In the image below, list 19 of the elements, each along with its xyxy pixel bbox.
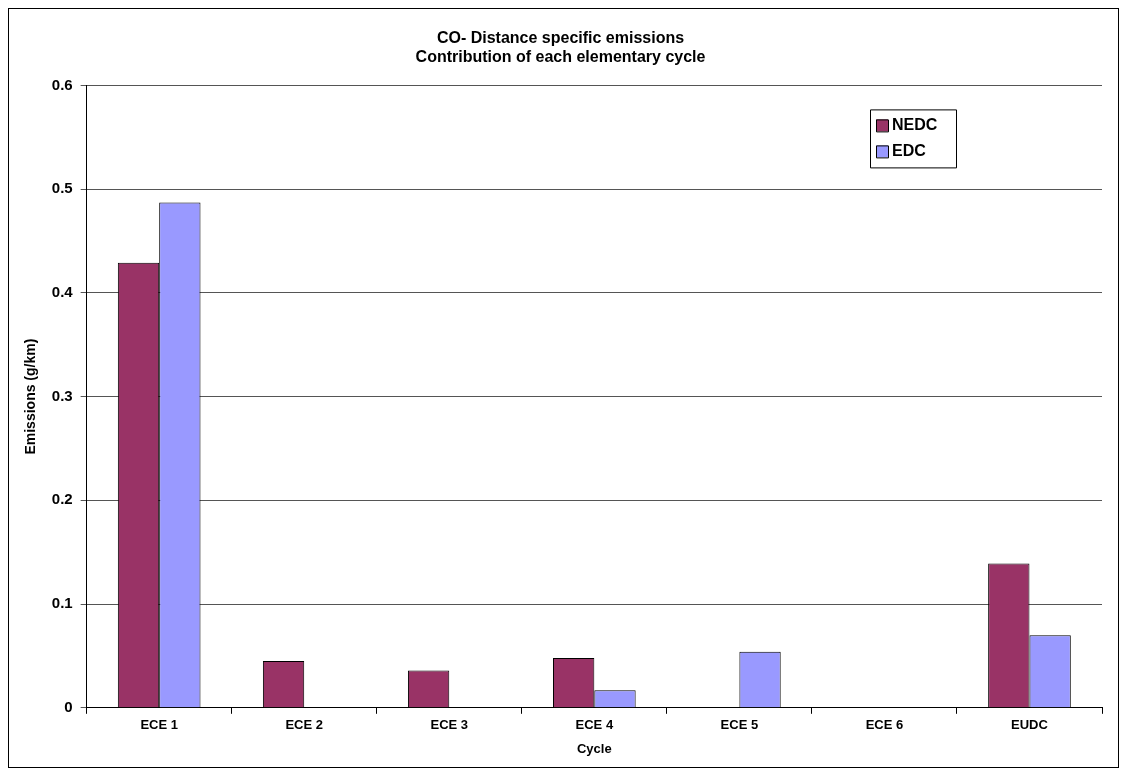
x-tick-label: ECE 6 bbox=[865, 717, 904, 733]
y-tick-label: 0.1 bbox=[51, 594, 73, 612]
chart-title: CO- Distance specific emissions Contribution of each elementary cycle bbox=[415, 29, 706, 66]
x-tick-label: ECE 1 bbox=[140, 717, 178, 733]
legend-label: NEDC bbox=[892, 115, 938, 133]
x-tick-label: ECE 5 bbox=[720, 717, 759, 733]
y-tick-label: 0.3 bbox=[51, 386, 73, 404]
y-axis-title: Emissions (g/km) bbox=[22, 338, 39, 455]
y-tick-label: 0.2 bbox=[51, 490, 73, 508]
y-tick-label: 0 bbox=[64, 697, 73, 715]
y-tick-label: 0.4 bbox=[51, 283, 74, 301]
x-tick-label: ECE 3 bbox=[430, 717, 469, 733]
x-tick-label: ECE 2 bbox=[285, 717, 324, 733]
y-tick-label: 0.5 bbox=[51, 179, 73, 197]
x-tick-label: EUDC bbox=[1011, 717, 1049, 733]
legend-label: EDC bbox=[892, 141, 927, 159]
x-tick-label: ECE 4 bbox=[575, 717, 614, 733]
y-tick-label: 0.6 bbox=[51, 75, 73, 93]
x-axis-title: Cycle bbox=[576, 740, 612, 756]
